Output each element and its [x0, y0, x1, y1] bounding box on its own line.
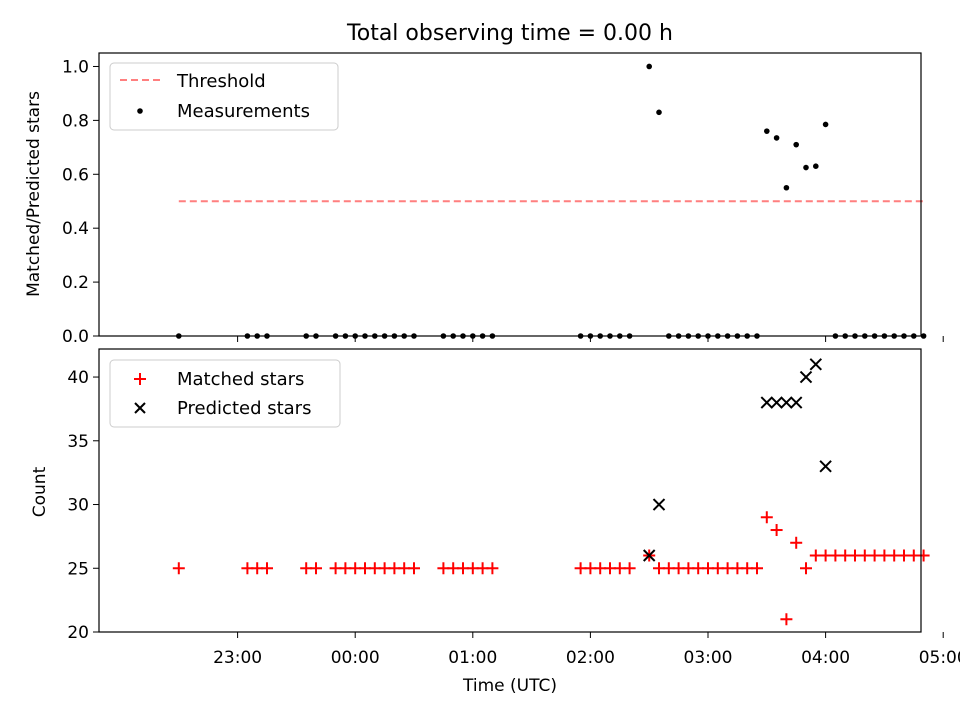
bottom-y-tick-label: 20 [67, 623, 89, 643]
bottom-x-ticks: 23:00 00:00 01:00 02:00 03:00 04:00 05:00 [213, 632, 960, 668]
bottom-y-tick-label: 40 [67, 368, 89, 388]
matched-stars-point [800, 562, 812, 575]
measurement-point [793, 141, 799, 148]
measurement-point [646, 63, 652, 70]
predicted-stars-point [780, 396, 793, 409]
top-y-tick-label: 0.0 [62, 327, 89, 347]
predicted-stars-point [809, 358, 823, 371]
matched-stars-point [790, 536, 803, 549]
x-tick-label: 03:00 [684, 648, 733, 668]
top-y-ticks: 0.0 0.2 0.4 0.6 0.8 1.0 [62, 57, 99, 347]
matched-stars-point [917, 549, 930, 562]
bottom-y-axis-label: Count [30, 466, 50, 517]
predicted-stars-point [652, 498, 666, 511]
x-tick-label: 04:00 [801, 648, 850, 668]
top-y-axis-label: Matched/Predicted stars [24, 91, 44, 297]
x-tick-label: 02:00 [566, 648, 615, 668]
predicted-stars-point [799, 370, 813, 384]
measurements-legend-swatch [137, 108, 143, 114]
predicted-stars-point [789, 396, 803, 409]
top-y-tick-label: 0.2 [62, 273, 89, 293]
matched-stars-point [623, 562, 636, 575]
predicted-stars-legend-swatch [134, 402, 146, 414]
measurement-point [764, 128, 770, 134]
measurement-point [813, 163, 819, 169]
predicted-stars-point [819, 460, 832, 473]
top-y-tick-label: 0.8 [62, 111, 89, 131]
matched-stars-point [760, 511, 773, 524]
measurement-point [656, 109, 662, 116]
bottom-legend-box [109, 359, 341, 428]
x-tick-label: 00:00 [331, 648, 380, 668]
threshold-legend-label: Threshold [176, 71, 266, 92]
matched-stars-point [780, 613, 793, 626]
measurement-point [773, 135, 780, 141]
bottom-y-tick-label: 35 [67, 432, 89, 452]
top-axes-frame [98, 52, 922, 337]
matched-stars-legend-label: Matched stars [177, 369, 304, 390]
bottom-y-ticks: 20 25 30 35 40 [67, 368, 99, 643]
bottom-legend: Matched stars Predicted stars [109, 359, 341, 428]
top-legend-box [109, 62, 339, 131]
matched-stars-point [261, 562, 273, 575]
measurements-legend-label: Measurements [177, 101, 310, 122]
top-y-tick-label: 0.4 [62, 219, 89, 239]
matched-stars-point [751, 562, 763, 575]
matched-stars-legend-swatch [134, 373, 146, 385]
measurement-point [920, 333, 927, 339]
predicted-stars-point [760, 396, 774, 409]
x-axis-label: Time (UTC) [462, 676, 557, 696]
bottom-plot-area [172, 358, 930, 626]
x-tick-label: 01:00 [448, 648, 497, 668]
matched-stars-point [310, 562, 322, 575]
matched-stars-point [486, 562, 499, 575]
predicted-stars-legend-label: Predicted stars [177, 398, 311, 419]
bottom-y-tick-label: 30 [67, 496, 89, 516]
matched-stars-point [172, 562, 185, 575]
x-tick-label: 05:00 [919, 648, 960, 668]
x-tick-label: 23:00 [213, 648, 262, 668]
matched-stars-point [770, 524, 783, 537]
bottom-y-tick-label: 25 [67, 559, 89, 579]
measurement-point [783, 184, 790, 191]
top-legend: Threshold Measurements [109, 62, 339, 131]
matched-stars-point [408, 562, 420, 575]
predicted-stars-point [642, 549, 656, 562]
chart-title: Total observing time = 0.00 h [346, 21, 673, 46]
top-x-ticks [237, 336, 944, 342]
top-y-tick-label: 1.0 [62, 57, 89, 77]
measurement-point [822, 121, 829, 128]
top-y-tick-label: 0.6 [62, 165, 89, 185]
predicted-stars-point [770, 396, 783, 409]
measurement-point [803, 164, 809, 171]
bottom-axes-frame [98, 348, 922, 633]
